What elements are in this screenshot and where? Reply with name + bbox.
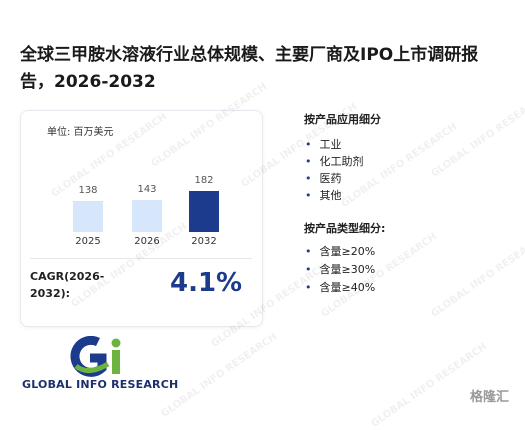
segment-item: 其他 xyxy=(305,187,342,203)
segment-title: 按产品应用细分 xyxy=(304,113,381,126)
value-label: 182 xyxy=(194,175,214,187)
segment-item: 化工助剂 xyxy=(305,153,364,169)
logo-i xyxy=(112,350,120,374)
logo-text: GLOBAL INFO RESEARCH xyxy=(22,378,179,391)
logo-swoosh xyxy=(74,361,110,373)
source-logo: 格隆汇 xyxy=(470,390,510,405)
value-label: 138 xyxy=(78,184,98,196)
bar xyxy=(73,200,103,232)
segment-item: 工业 xyxy=(305,136,342,152)
category-label: 2026 xyxy=(134,236,160,247)
divider xyxy=(30,258,252,259)
segment-item: 医药 xyxy=(305,170,342,186)
segment-item: 含量≥30% xyxy=(305,261,376,277)
logo-mark xyxy=(70,336,121,377)
segment-item: 含量≥20% xyxy=(305,243,376,259)
bar xyxy=(189,191,219,232)
segment-title: 按产品类型细分: xyxy=(304,222,386,235)
cagr-label: CAGR(2026-2032): xyxy=(30,270,105,300)
report-title: 全球三甲胺水溶液行业总体规模、主要厂商及IPO上市调研报告，2026-2032 xyxy=(20,45,479,92)
bar xyxy=(132,199,162,232)
unit-label: 单位: 百万美元 xyxy=(47,127,114,138)
logo-dot xyxy=(111,338,121,348)
category-label: 2032 xyxy=(191,236,217,247)
value-label: 143 xyxy=(137,183,157,195)
category-label: 2025 xyxy=(75,236,101,247)
cagr-value: 4.1% xyxy=(170,268,243,298)
page: 全球三甲胺水溶液行业总体规模、主要厂商及IPO上市调研报告，2026-2032 … xyxy=(0,0,525,413)
segment-item: 含量≥40% xyxy=(305,279,376,295)
watermark: GLOBAL INFO RESEARCH xyxy=(429,231,525,320)
